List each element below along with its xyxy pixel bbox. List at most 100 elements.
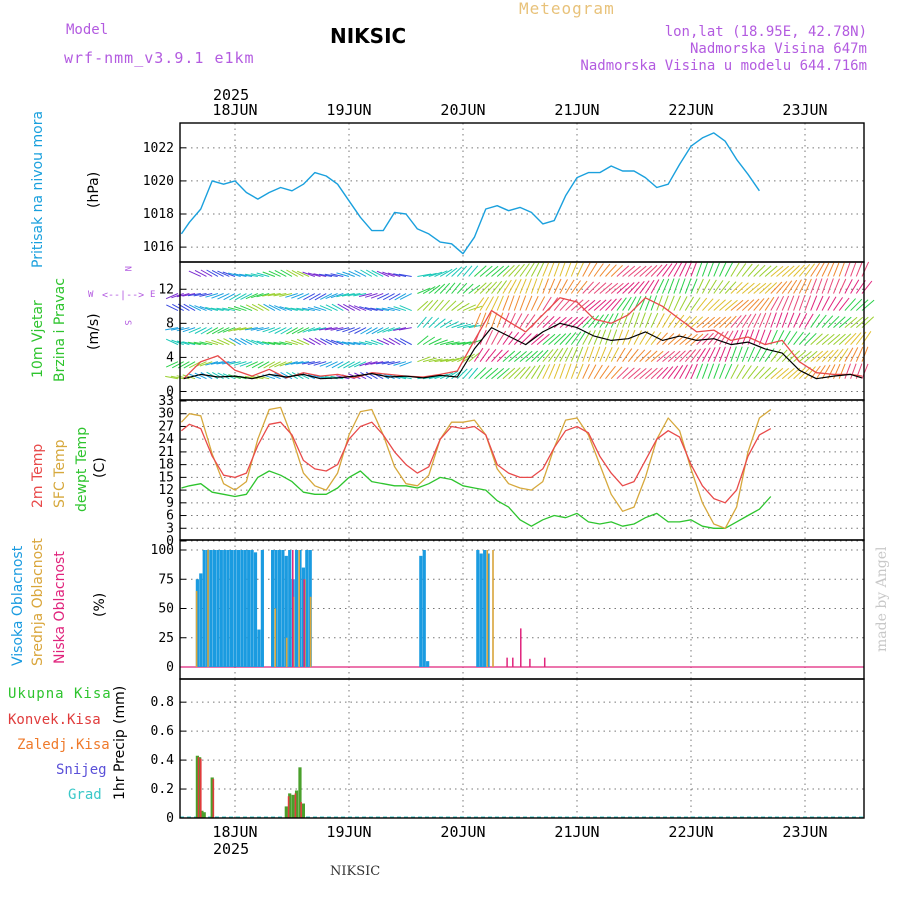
wind-barb [399,293,412,300]
wind-barb [462,283,474,294]
wind-barb [662,313,672,328]
wind-barb [308,337,321,346]
wind-barb [821,364,831,379]
wind-barb [736,346,743,362]
wind-barb [313,273,327,277]
wind-barb [701,261,709,277]
wind-barb [320,338,333,346]
pressure-panel: 1016 1018 1020 1022 [143,122,865,263]
wind-barb [719,261,727,277]
wind-barb [240,293,253,300]
wind-barb [360,327,373,335]
wind-barb [313,361,327,366]
wind-barb [513,332,526,345]
wind-barb [644,331,656,345]
wind-barb [673,365,684,379]
wind-barb [485,367,499,380]
wind-barb [559,347,569,362]
wind-barb [821,333,835,346]
wind-barb [770,367,784,380]
wind-barb [650,312,659,328]
wind-barb [428,358,443,363]
wind-barb [633,280,645,294]
wind-barb [662,278,670,294]
wind-barb [451,322,466,329]
bottom-date-label: 19JUN [326,823,371,841]
wind-barb [627,296,637,311]
wind-barb [707,363,715,379]
wind-barb [696,297,708,311]
wind-barb [382,271,395,277]
model-label: Model [66,22,108,38]
wind-barb [570,346,579,362]
wind-barb [285,293,298,298]
wind-barb [764,329,772,345]
wind-barb [189,361,202,369]
wind-barb [530,295,539,311]
wind-barb [707,279,717,294]
wind-barb [313,306,327,312]
wind-barb [417,287,431,294]
wind-barb [194,305,207,312]
wind-barb [286,371,298,380]
wind-barb [451,266,463,277]
top-date-label: 20JUN [440,101,485,119]
legend-total-precip: Ukupna Kisa [8,686,112,702]
wind-barb [844,279,853,294]
wind-barb [307,327,321,332]
wind-barb [542,316,555,328]
wind-barb [343,361,355,369]
wind-barb [787,265,800,277]
wind-barb [781,312,789,328]
wind-barb [724,330,734,345]
wind-barb [787,295,795,311]
wind-barb [815,278,823,294]
wind-barb [525,278,532,294]
wind-barb [206,371,219,380]
wind-barb [364,293,378,298]
wind-barb [279,361,293,367]
wind-barb [229,293,241,301]
pressure-tick-label: 1022 [143,141,174,156]
mid-cloud-bar [285,637,288,667]
wind-barb [627,367,641,380]
wind-barb [838,316,852,328]
wind-barb [587,346,595,362]
wind-barb [337,303,350,311]
high-cloud-bar [284,555,288,667]
wind-barb [747,346,756,362]
wind-barb [576,346,584,362]
wind-barb [855,316,869,328]
wind-barb [747,298,760,311]
wind-barb [616,367,629,380]
wind-barb [633,330,642,345]
wind-barb [457,323,472,329]
wind-barb [616,265,630,277]
wind-barb [684,364,693,379]
wind-barb [239,327,253,331]
wind-barb [844,316,858,328]
wind-barb [393,361,407,366]
wind-barb [542,278,549,294]
wind-barb [645,265,658,277]
wind-barb [804,366,816,380]
wind-barb [387,272,401,277]
wind-barb [838,297,850,311]
wind-barb [570,363,578,379]
wind-barb [485,348,497,362]
wind-barb [804,332,817,345]
wind-barb [633,265,647,277]
wind-barb [861,363,869,379]
wind-barb [565,347,574,362]
wind-barb [519,366,531,380]
wind-barb [787,367,801,380]
wind-barb [736,314,747,328]
wind-barb [861,346,869,362]
cloud-tick-label: 75 [158,572,174,587]
wind-barb [855,299,869,311]
footer-station: NIKSIC [330,864,380,879]
wind-barb [182,341,196,346]
wind-barb [838,348,849,362]
wind-barb [667,333,681,345]
